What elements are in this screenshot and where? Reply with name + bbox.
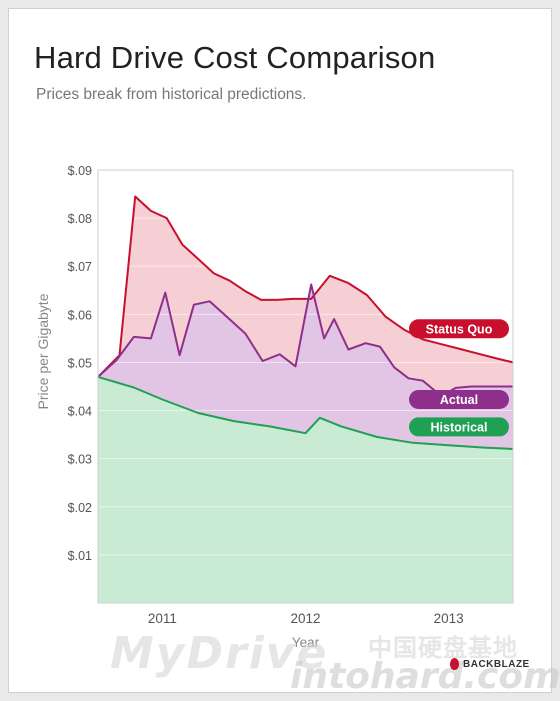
legend-pill-status-quo — [409, 319, 509, 339]
legend-label-historical: Historical — [431, 420, 488, 434]
legend-pill-historical — [409, 417, 509, 437]
y-tick-label: $.03 — [68, 453, 92, 467]
y-tick-label: $.05 — [68, 356, 92, 370]
y-tick-label: $.09 — [68, 164, 92, 178]
x-tick-label: 2012 — [290, 611, 320, 626]
plot-border — [97, 169, 514, 604]
line-historical — [97, 375, 514, 450]
y-tick-label: $.08 — [68, 212, 92, 226]
legend-label-status-quo: Status Quo — [426, 322, 493, 336]
y-tick-label: $.06 — [68, 308, 92, 322]
y-tick-label: $.07 — [68, 260, 92, 274]
legend-pill-actual — [409, 389, 509, 409]
chart-title: Hard Drive Cost Comparison — [34, 40, 436, 75]
x-axis-label: Year — [292, 635, 320, 650]
y-tick-label: $.01 — [68, 549, 92, 563]
flame-icon — [450, 658, 459, 670]
area-historical — [98, 376, 513, 603]
x-tick-label: 2011 — [148, 611, 177, 626]
y-tick-label: $.02 — [68, 501, 92, 515]
y-axis-label: Price per Gigabyte — [35, 293, 51, 409]
y-tick-label: $.04 — [68, 405, 92, 419]
legend-label-actual: Actual — [440, 393, 478, 407]
logo-text: BACKBLAZE — [463, 658, 530, 670]
x-tick-label: 2013 — [434, 611, 464, 626]
backblaze-logo: BACKBLAZE — [450, 658, 530, 670]
chart-subtitle: Prices break from historical predictions… — [36, 86, 307, 103]
line-status-quo — [97, 195, 514, 378]
